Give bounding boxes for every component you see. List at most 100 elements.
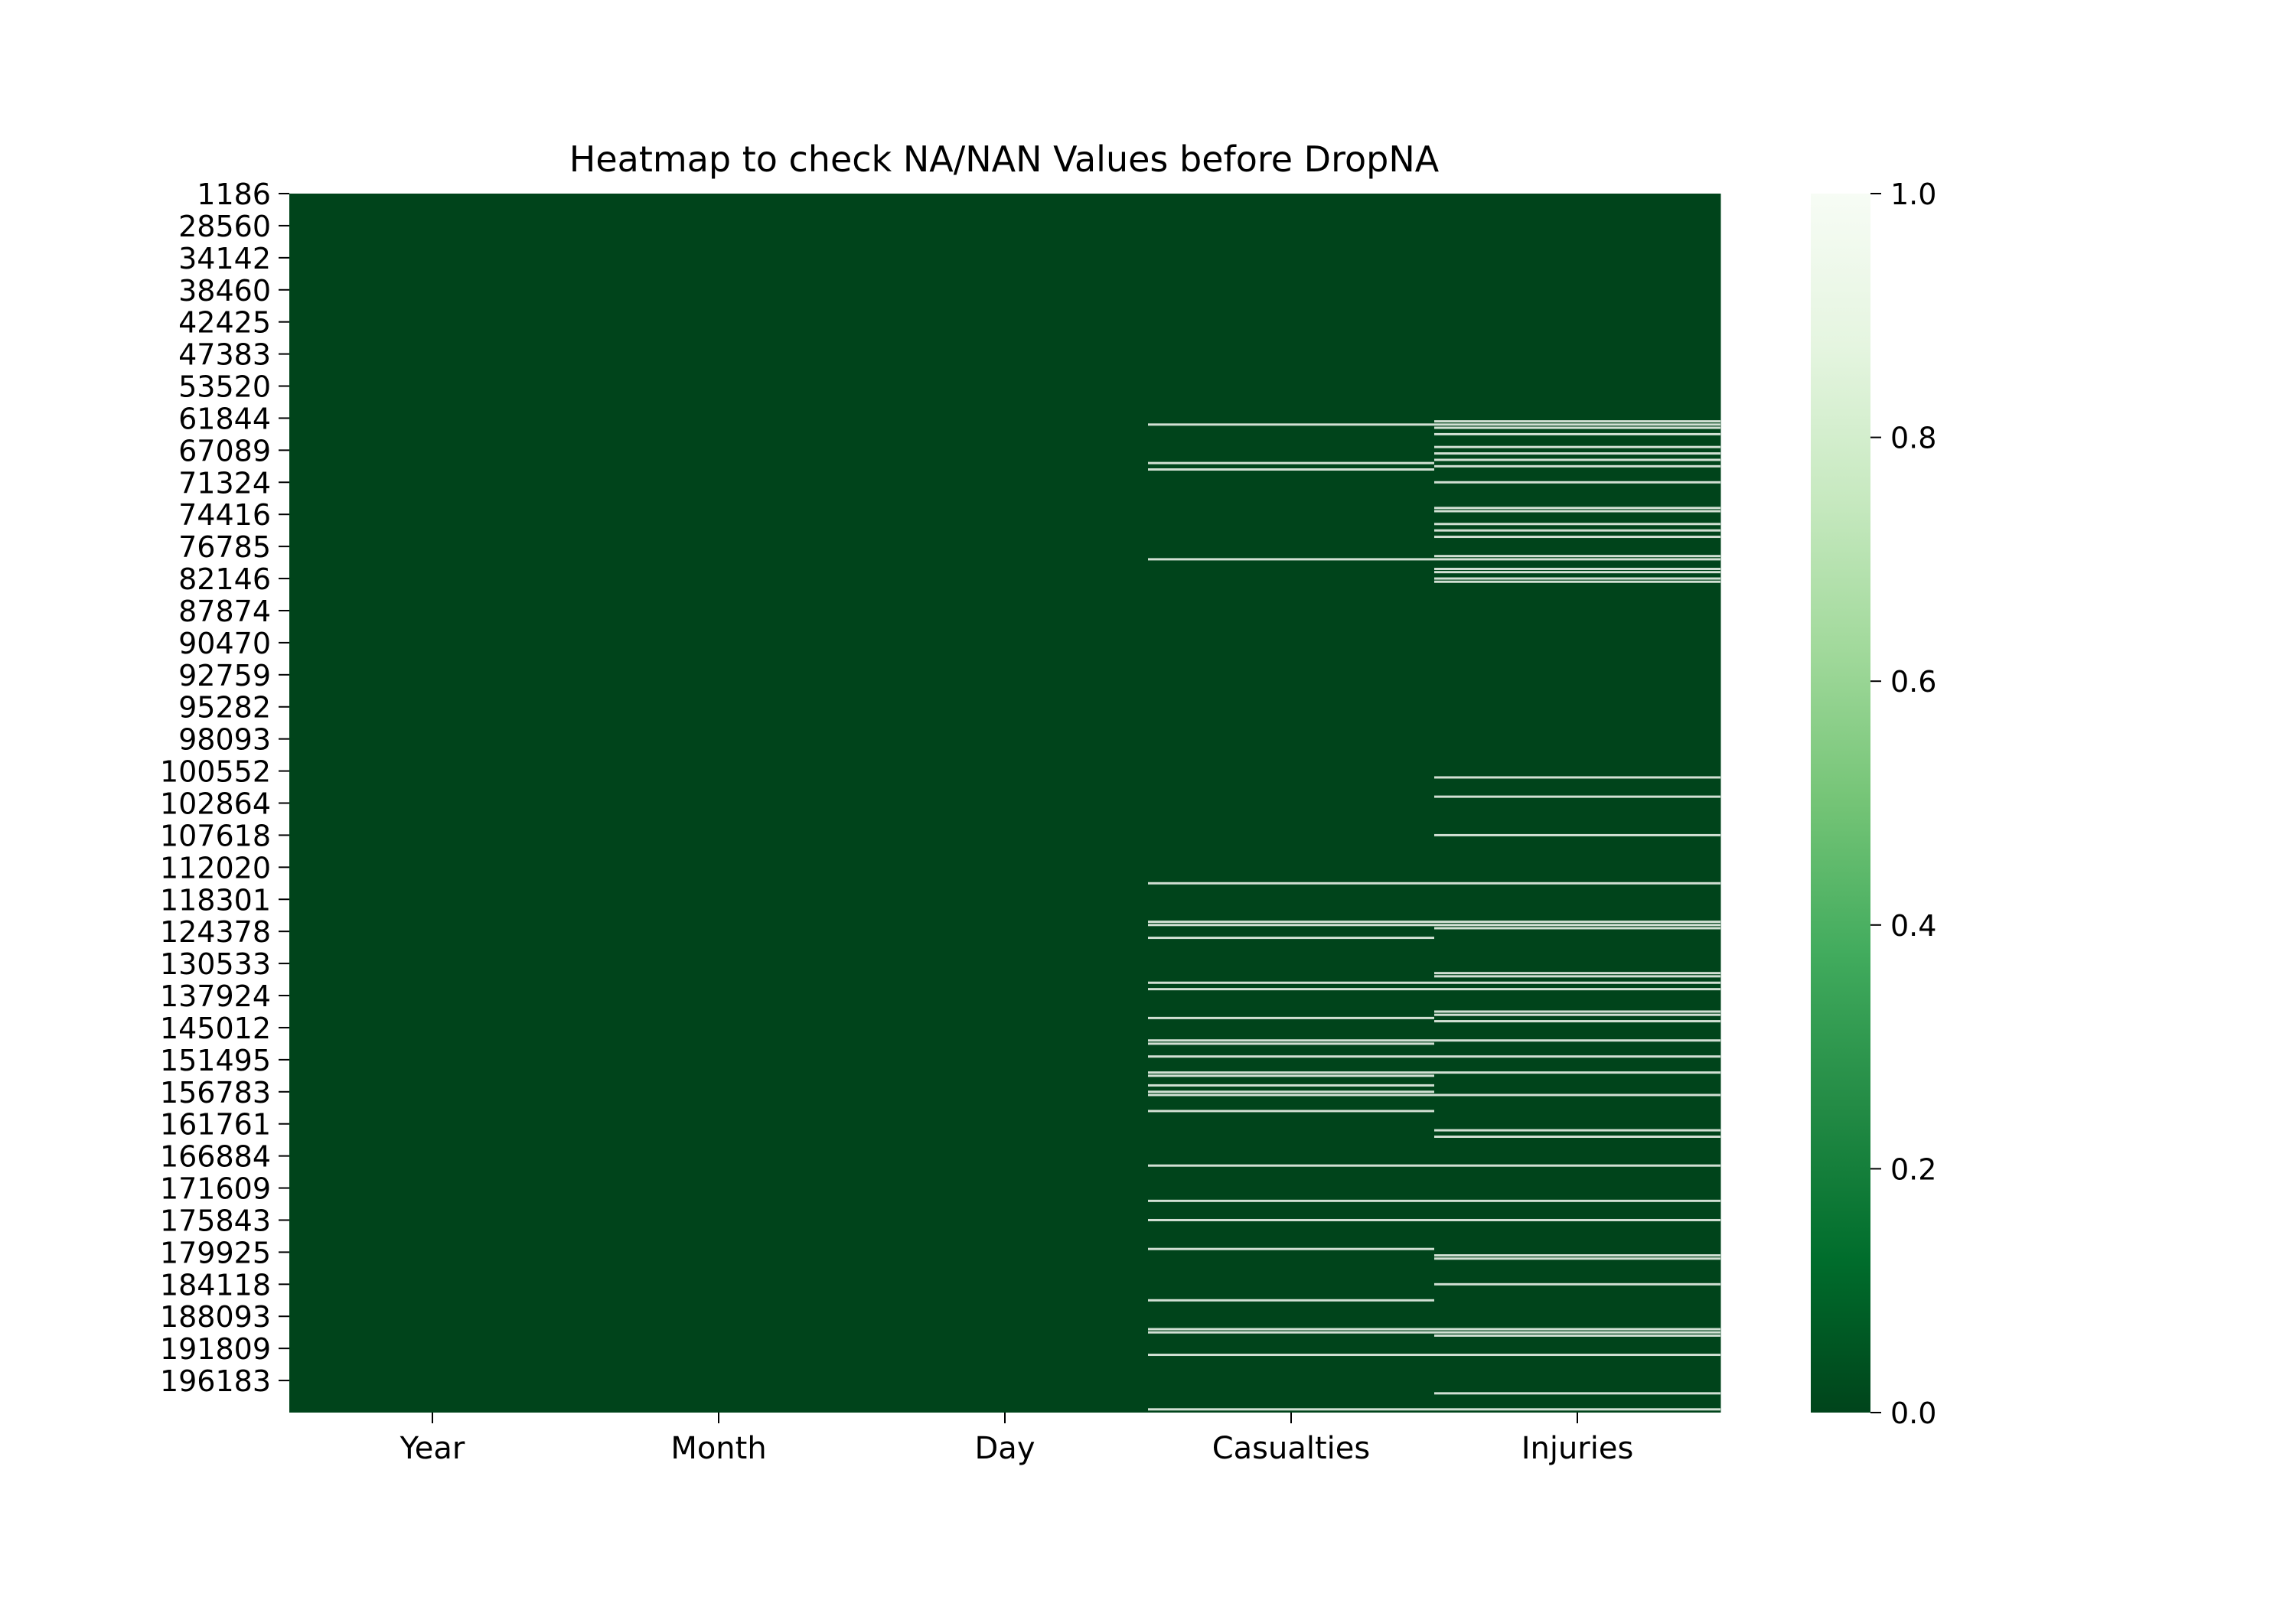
missing-value-line [1434,1254,1720,1257]
heatmap-column-day [862,194,1149,1413]
missing-value-line [1148,1055,1434,1058]
missing-value-lines [1148,420,1720,1411]
missing-value-line [1434,1282,1720,1286]
missing-value-line [1148,1199,1434,1202]
row-tick-label: 179925 [160,1236,271,1269]
missing-value-line [1434,1199,1720,1202]
row-tick-label: 130533 [160,947,271,981]
missing-value-line [1434,426,1720,429]
missing-value-line [1148,1090,1434,1093]
missing-value-line [1148,1071,1434,1074]
colorbar-tick-label: 1.0 [1890,178,1936,211]
missing-value-line [1434,975,1720,978]
colorbar-gradient [1811,194,1870,1413]
column-tick-label: Injuries [1521,1431,1634,1466]
row-tick-label: 71324 [178,466,271,500]
missing-value-line [1434,1055,1720,1058]
colorbar: 0.0 0.2 0.4 0.6 0.8 1.0 [1811,178,1936,1430]
missing-value-line [1148,1408,1434,1411]
missing-value-line [1434,1093,1720,1097]
missing-value-line [1148,1039,1434,1042]
row-tick-label: 161761 [160,1108,271,1142]
missing-value-line [1148,461,1434,464]
missing-value-line [1434,420,1720,423]
missing-value-line [1434,924,1720,927]
colorbar-tick-label: 0.8 [1890,422,1936,455]
missing-value-line [1434,1039,1720,1042]
missing-value-line [1434,833,1720,836]
missing-value-line [1434,1020,1720,1023]
missing-value-line [1434,1354,1720,1357]
missing-value-line [1148,988,1434,991]
missing-value-line [1148,1016,1434,1019]
row-tick-label: 87874 [178,595,271,628]
missing-value-line [1148,937,1434,940]
row-tick-label: 102864 [160,787,271,821]
row-tick-label: 74416 [178,498,271,532]
missing-value-line [1434,555,1720,558]
missing-value-line [1148,1164,1434,1167]
missing-value-line [1434,1135,1720,1138]
missing-value-line [1434,882,1720,885]
missing-value-line [1148,1354,1434,1357]
column-tick-label: Month [670,1431,766,1466]
missing-value-line [1434,452,1720,455]
missing-value-line [1148,882,1434,885]
chart-title: Heatmap to check NA/NAN Values before Dr… [569,139,1440,180]
missing-value-line [1434,927,1720,930]
missing-value-line [1148,921,1434,924]
row-tick-label: 196183 [160,1364,271,1398]
row-tick-label: 112020 [160,851,271,885]
row-tick-label: 191809 [160,1332,271,1366]
row-tick-label: 82146 [178,562,271,596]
missing-value-line [1434,536,1720,539]
missing-value-line [1148,924,1434,927]
row-tick-label: 151495 [160,1044,271,1077]
row-tick-label: 34142 [178,242,271,275]
row-tick-label: 118301 [160,883,271,917]
missing-value-line [1148,1093,1434,1097]
colorbar-tick-label: 0.4 [1890,909,1936,943]
missing-value-line [1148,1042,1434,1045]
row-tick-label: 38460 [178,274,271,308]
missing-value-line [1434,558,1720,561]
missing-value-line [1434,1010,1720,1013]
missing-value-line [1434,464,1720,468]
column-tick-label: Casualties [1212,1431,1371,1466]
missing-value-line [1434,1331,1720,1334]
missing-value-line [1434,1334,1720,1337]
missing-value-line [1434,571,1720,574]
row-tick-label: 76785 [178,530,271,564]
row-tick-label: 184118 [160,1268,271,1302]
heatmap-column-year [289,194,576,1413]
column-tick-label: Day [975,1431,1035,1466]
row-tick-label: 124378 [160,915,271,949]
missing-value-line [1148,1299,1434,1302]
row-tick-label: 107618 [160,819,271,852]
colorbar-tick-label: 0.6 [1890,665,1936,699]
missing-value-line [1434,423,1720,426]
missing-value-line [1148,1110,1434,1113]
column-tick-label: Year [400,1431,465,1466]
missing-value-line [1434,1071,1720,1074]
missing-value-line [1434,523,1720,526]
missing-value-line [1148,1247,1434,1250]
row-tick-label: 171609 [160,1172,271,1206]
missing-value-line [1434,1164,1720,1167]
row-tick-label: 28560 [178,210,271,243]
missing-value-line [1434,776,1720,779]
row-tick-label: 156783 [160,1076,271,1110]
missing-value-line [1434,795,1720,798]
row-tick-label: 98093 [178,723,271,757]
missing-value-line [1434,921,1720,924]
missing-value-line [1434,1218,1720,1221]
missing-value-line [1434,1408,1720,1411]
heatmap-column-month [576,194,863,1413]
missing-value-line [1434,580,1720,583]
missing-value-line [1148,423,1434,426]
missing-value-line [1434,481,1720,484]
missing-value-line [1434,1328,1720,1331]
colorbar-tick-label: 0.0 [1890,1397,1936,1430]
row-tick-label: 47383 [178,338,271,372]
